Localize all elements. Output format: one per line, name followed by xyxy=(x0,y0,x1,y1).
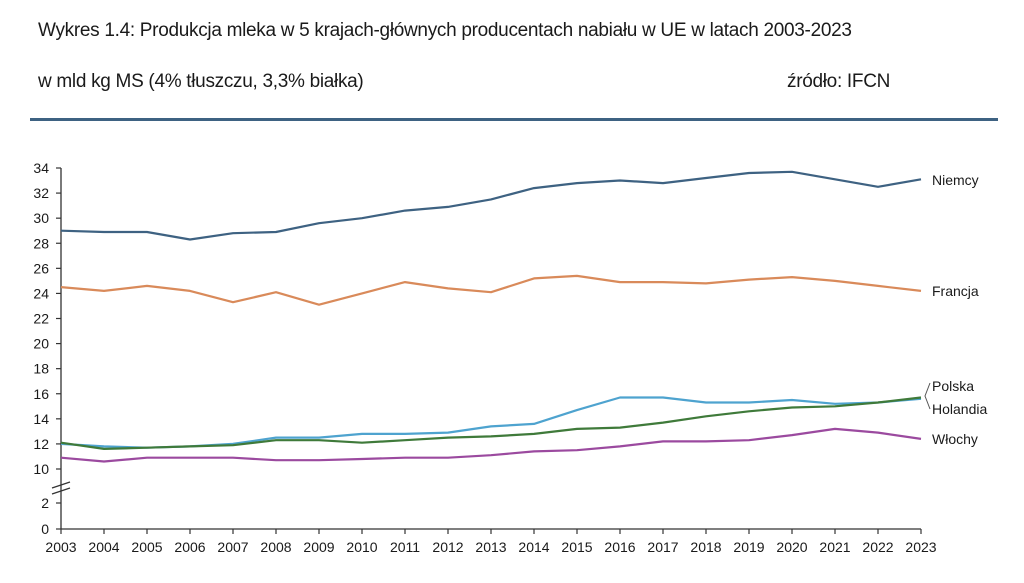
y-tick-label: 30 xyxy=(33,210,49,226)
x-tick-label: 2007 xyxy=(217,539,248,555)
y-tick-label: 12 xyxy=(33,436,49,452)
x-tick-label: 2003 xyxy=(45,539,76,555)
y-tick-label: 26 xyxy=(33,260,49,276)
x-tick-label: 2021 xyxy=(819,539,850,555)
series-lines xyxy=(60,170,922,463)
unit-subtitle: w mld kg MS (4% tłuszczu, 3,3% białka) xyxy=(38,71,364,92)
y-tick-label: 20 xyxy=(33,336,49,352)
y-tick-label: 0 xyxy=(41,521,49,537)
x-tick-label: 2006 xyxy=(174,539,205,555)
series-label: Holandia xyxy=(932,401,987,417)
series-line-włochy xyxy=(60,427,922,463)
y-tick-label: 10 xyxy=(33,461,49,477)
x-tick-label: 2015 xyxy=(561,539,592,555)
series-label: Francja xyxy=(932,283,979,299)
x-tick-label: 2013 xyxy=(475,539,506,555)
y-tick-label: 16 xyxy=(33,386,49,402)
x-tick-label: 2019 xyxy=(733,539,764,555)
x-tick-label: 2008 xyxy=(260,539,291,555)
y-tick-label: 32 xyxy=(33,185,49,201)
x-tick-label: 2018 xyxy=(690,539,721,555)
y-tick-label: 18 xyxy=(33,361,49,377)
series-line-francja xyxy=(60,274,922,306)
series-line-niemcy xyxy=(60,170,922,241)
x-tick-label: 2014 xyxy=(518,539,549,555)
y-tick-label: 28 xyxy=(33,235,49,251)
series-label: Włochy xyxy=(932,431,978,447)
series-line-holandia xyxy=(60,396,922,450)
source-label: źródło: IFCN xyxy=(787,71,891,92)
header-separator xyxy=(30,118,998,121)
x-tick-label: 2022 xyxy=(862,539,893,555)
y-tick-label: 14 xyxy=(33,411,49,427)
x-tick-label: 2004 xyxy=(88,539,119,555)
x-tick-label: 2010 xyxy=(346,539,377,555)
axis-break-mark xyxy=(51,481,71,489)
y-tick-label: 22 xyxy=(33,311,49,327)
x-tick-label: 2020 xyxy=(776,539,807,555)
y-tick-label: 2 xyxy=(41,495,49,511)
series-labels: Niemcy Francja Polska Holandia Włochy xyxy=(924,172,987,447)
x-tick-label: 2023 xyxy=(905,539,936,555)
x-tick-label: 2005 xyxy=(131,539,162,555)
label-bracket xyxy=(924,382,931,410)
x-tick-label: 2011 xyxy=(390,539,420,555)
x-tick-label: 2016 xyxy=(604,539,635,555)
series-label: Niemcy xyxy=(932,172,979,188)
x-tick-label: 2012 xyxy=(432,539,463,555)
series-line-polska xyxy=(60,396,922,449)
chart-title: Wykres 1.4: Produkcja mleka w 5 krajach-… xyxy=(38,20,852,41)
x-tick-label: 2017 xyxy=(647,539,678,555)
series-label: Polska xyxy=(932,378,974,394)
x-tick-label: 2009 xyxy=(303,539,334,555)
y-tick-label: 34 xyxy=(33,160,49,176)
axis-break-mark xyxy=(51,487,71,495)
y-tick-label: 24 xyxy=(33,285,49,301)
